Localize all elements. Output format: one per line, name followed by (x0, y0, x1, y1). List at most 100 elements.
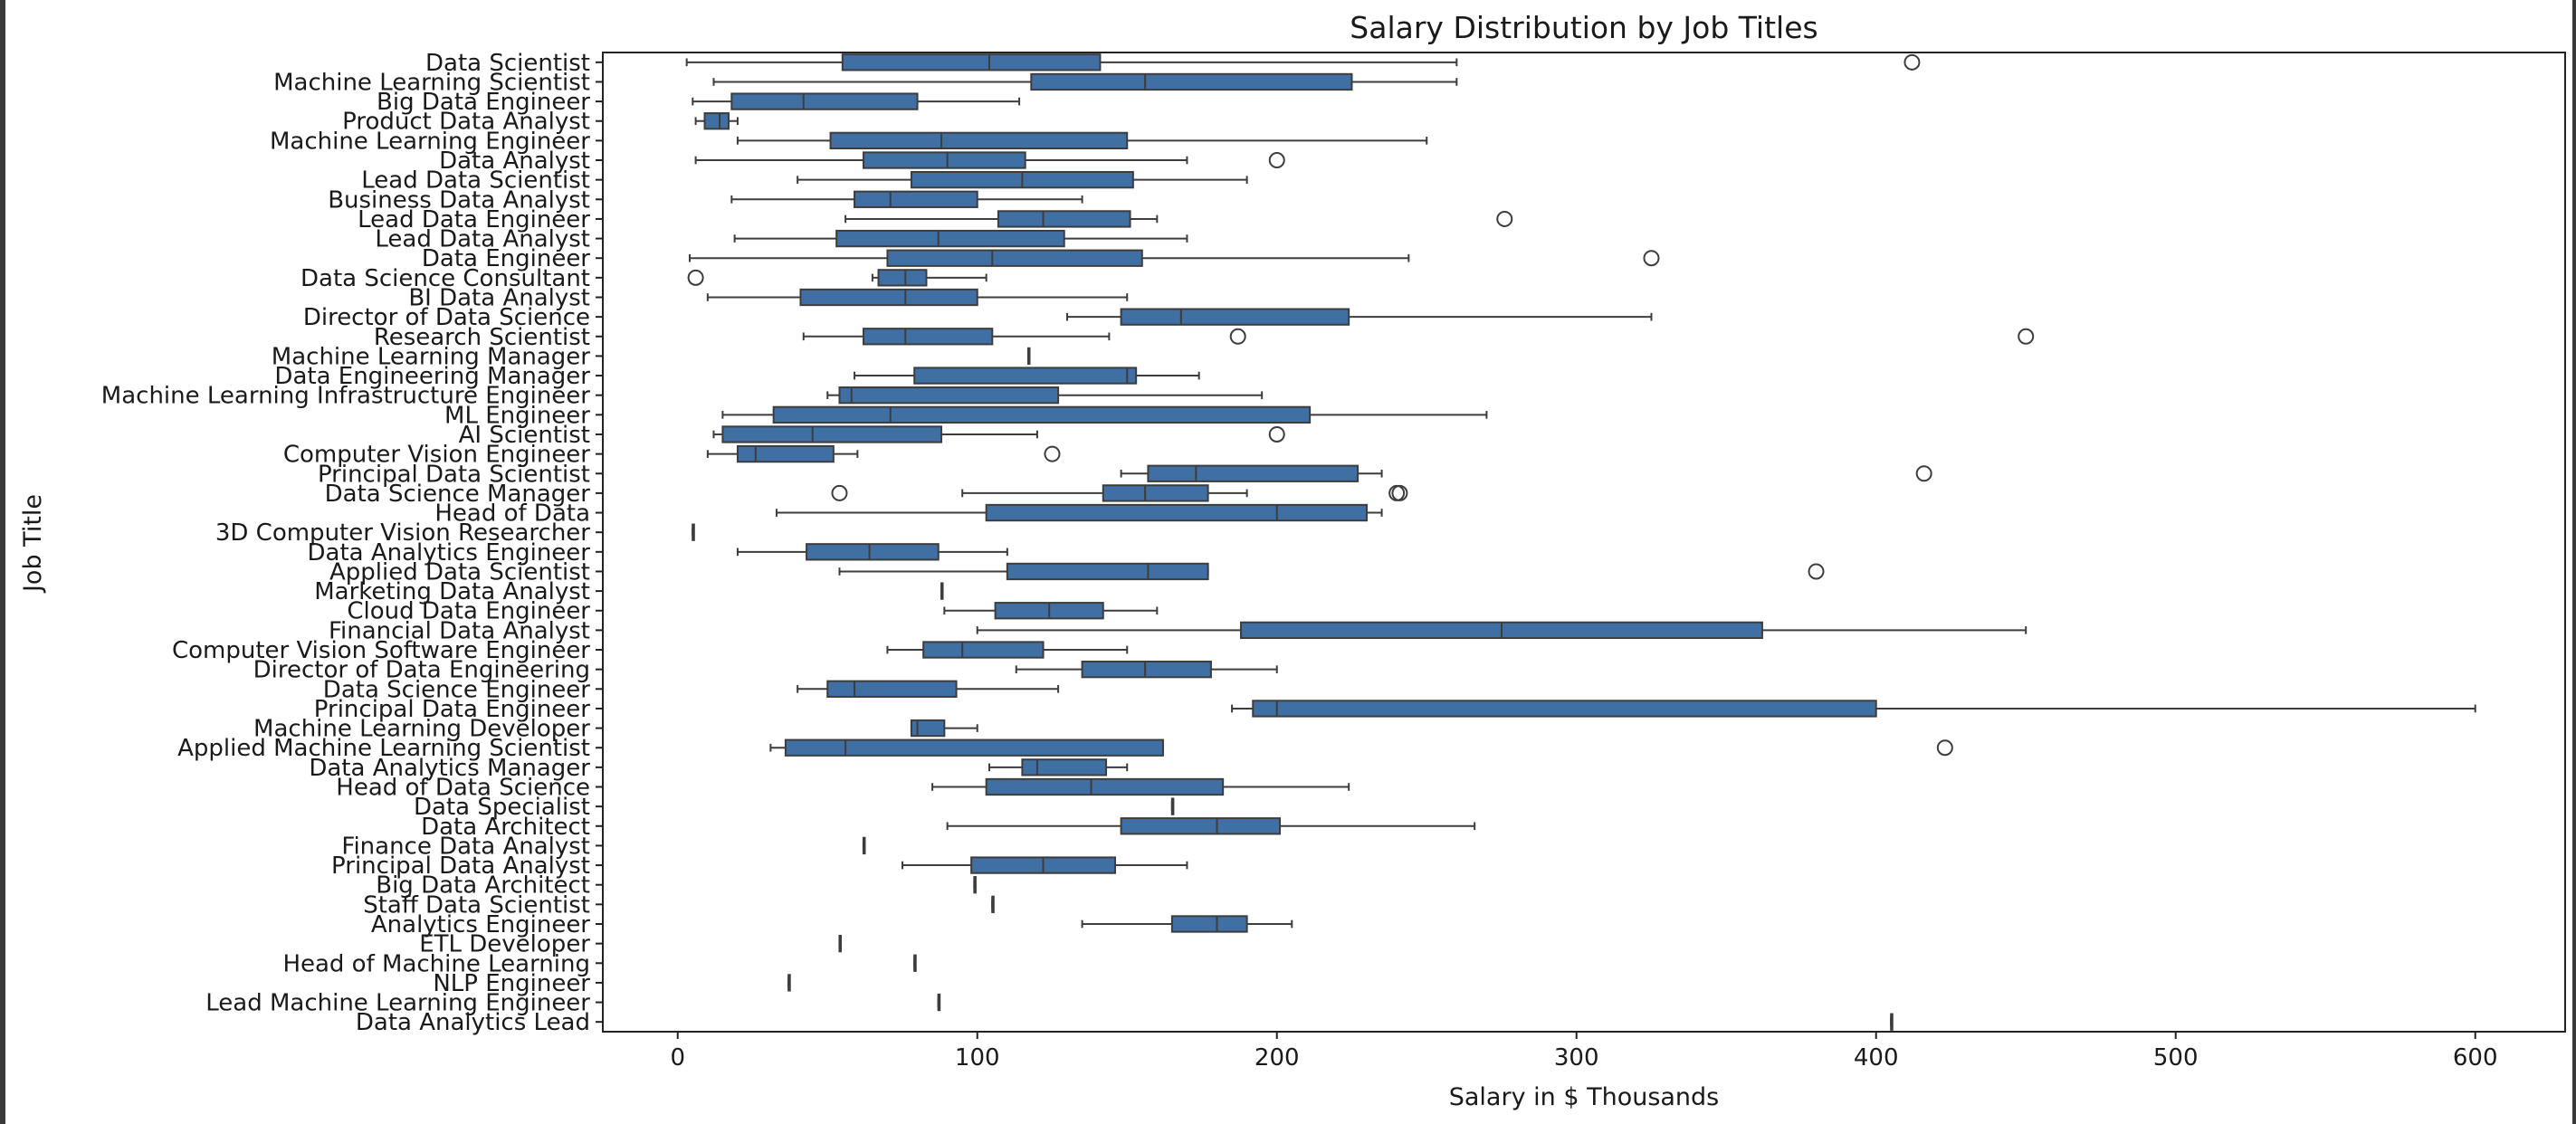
box-group (886, 641, 1129, 659)
outlier-point (687, 269, 704, 286)
y-tick-label: Applied Data Scientist (329, 558, 590, 586)
y-axis-label: Job Title (19, 494, 47, 594)
plot-area (602, 52, 2566, 1033)
window-edge-left (0, 0, 5, 1124)
box-group (1027, 347, 1031, 366)
iqr-box (854, 190, 978, 208)
y-tick-label: Principal Data Engineer (314, 696, 591, 723)
box-group (1081, 915, 1293, 933)
box-group (797, 171, 1248, 189)
outlier-point (1903, 53, 1921, 71)
y-tick-label: Data Engineering Manager (274, 363, 590, 390)
box-group (775, 503, 1383, 522)
iqr-box (985, 777, 1225, 796)
box-group (976, 621, 2027, 640)
y-tick-label: Data Scientist (425, 50, 590, 77)
iqr-box (1120, 308, 1350, 326)
iqr-box (784, 738, 1164, 757)
iqr-box (910, 719, 946, 738)
y-tick-label: Machine Learning Developer (253, 716, 590, 743)
y-tick-label: Head of Machine Learning (282, 950, 590, 977)
y-tick-label: Research Scientist (374, 324, 590, 351)
iqr-box (877, 269, 928, 287)
box-group (712, 72, 1458, 91)
box-group (685, 53, 1921, 71)
x-tick-label: 0 (670, 1044, 685, 1072)
box-group (910, 719, 978, 738)
iqr-box (1006, 562, 1209, 581)
iqr-box (886, 249, 1143, 267)
y-tick-label: Business Data Analyst (328, 186, 590, 214)
outlier-point (1915, 465, 1932, 482)
box-group (694, 112, 739, 130)
box-group (854, 367, 1200, 385)
box-group (802, 328, 2035, 346)
box-group (931, 777, 1350, 796)
iqr-box (862, 151, 1026, 169)
y-tick-label: Data Analytics Lead (356, 1009, 590, 1036)
box-group (733, 229, 1188, 248)
box-group (706, 288, 1129, 307)
y-tick-label: Machine Learning Infrastructure Engineer (101, 383, 591, 410)
iqr-box (736, 444, 835, 463)
box-group (712, 425, 1285, 443)
y-tick-label: Machine Learning Manager (272, 343, 591, 370)
y-tick-label: Director of Data Science (303, 304, 590, 331)
iqr-box (1021, 758, 1108, 776)
y-tick-label: Data Analytics Engineer (308, 539, 591, 567)
outlier-point (1496, 210, 1513, 227)
box-group (831, 484, 1408, 502)
y-tick-label: Data Engineer (422, 245, 590, 272)
iqr-box (913, 367, 1138, 385)
x-tick-label: 400 (1854, 1044, 1899, 1072)
y-tick-label: NLP Engineer (433, 970, 590, 997)
x-tick-label: 600 (2453, 1044, 2498, 1072)
box-group (1015, 661, 1278, 679)
y-tick-label: Data Analytics Manager (309, 755, 590, 782)
iqr-box (1170, 915, 1248, 933)
box-group (973, 876, 977, 894)
iqr-box (1081, 661, 1212, 679)
outlier-point (1268, 425, 1285, 443)
box-group (1066, 308, 1653, 326)
y-tick-label: Data Architect (421, 814, 590, 841)
box-group (1120, 464, 1932, 482)
y-tick-label: Data Analyst (439, 148, 590, 175)
box-group (1231, 700, 2476, 718)
y-tick-label: ETL Developer (419, 931, 590, 958)
y-tick-label: Director of Data Engineering (253, 657, 590, 684)
iqr-box (862, 328, 994, 346)
iqr-box (841, 53, 1102, 71)
y-tick-label: Computer Vision Software Engineer (172, 637, 590, 664)
y-tick-label: Finance Data Analyst (341, 833, 590, 860)
box-group (838, 934, 842, 953)
y-tick-label: Principal Data Analyst (331, 853, 590, 880)
box-group (838, 562, 1825, 581)
y-tick-label: Marketing Data Analyst (314, 578, 590, 605)
iqr-box (1120, 817, 1282, 835)
y-tick-label: BI Data Analyst (408, 285, 590, 312)
box-group (736, 131, 1428, 150)
y-tick-label: Data Science Engineer (323, 676, 591, 703)
y-tick-label: Lead Machine Learning Engineer (205, 990, 590, 1017)
box-group (1890, 1013, 1894, 1031)
y-tick-label: Data Science Consultant (301, 265, 590, 292)
y-tick-label: 3D Computer Vision Researcher (215, 519, 590, 547)
outlier-point (831, 484, 848, 501)
box-group (787, 974, 791, 992)
box-group (692, 523, 695, 541)
y-tick-label: ML Engineer (444, 402, 590, 429)
outlier-point (1391, 484, 1408, 501)
y-tick-label: Lead Data Analyst (375, 226, 590, 253)
box-group (901, 856, 1188, 874)
iqr-box (1030, 72, 1353, 91)
y-tick-label: Big Data Architect (376, 872, 590, 900)
box-group (688, 249, 1660, 267)
iqr-box (1102, 484, 1209, 502)
iqr-box (922, 641, 1045, 659)
box-group (694, 151, 1285, 169)
box-group (769, 738, 1953, 757)
iqr-box (1147, 464, 1360, 482)
